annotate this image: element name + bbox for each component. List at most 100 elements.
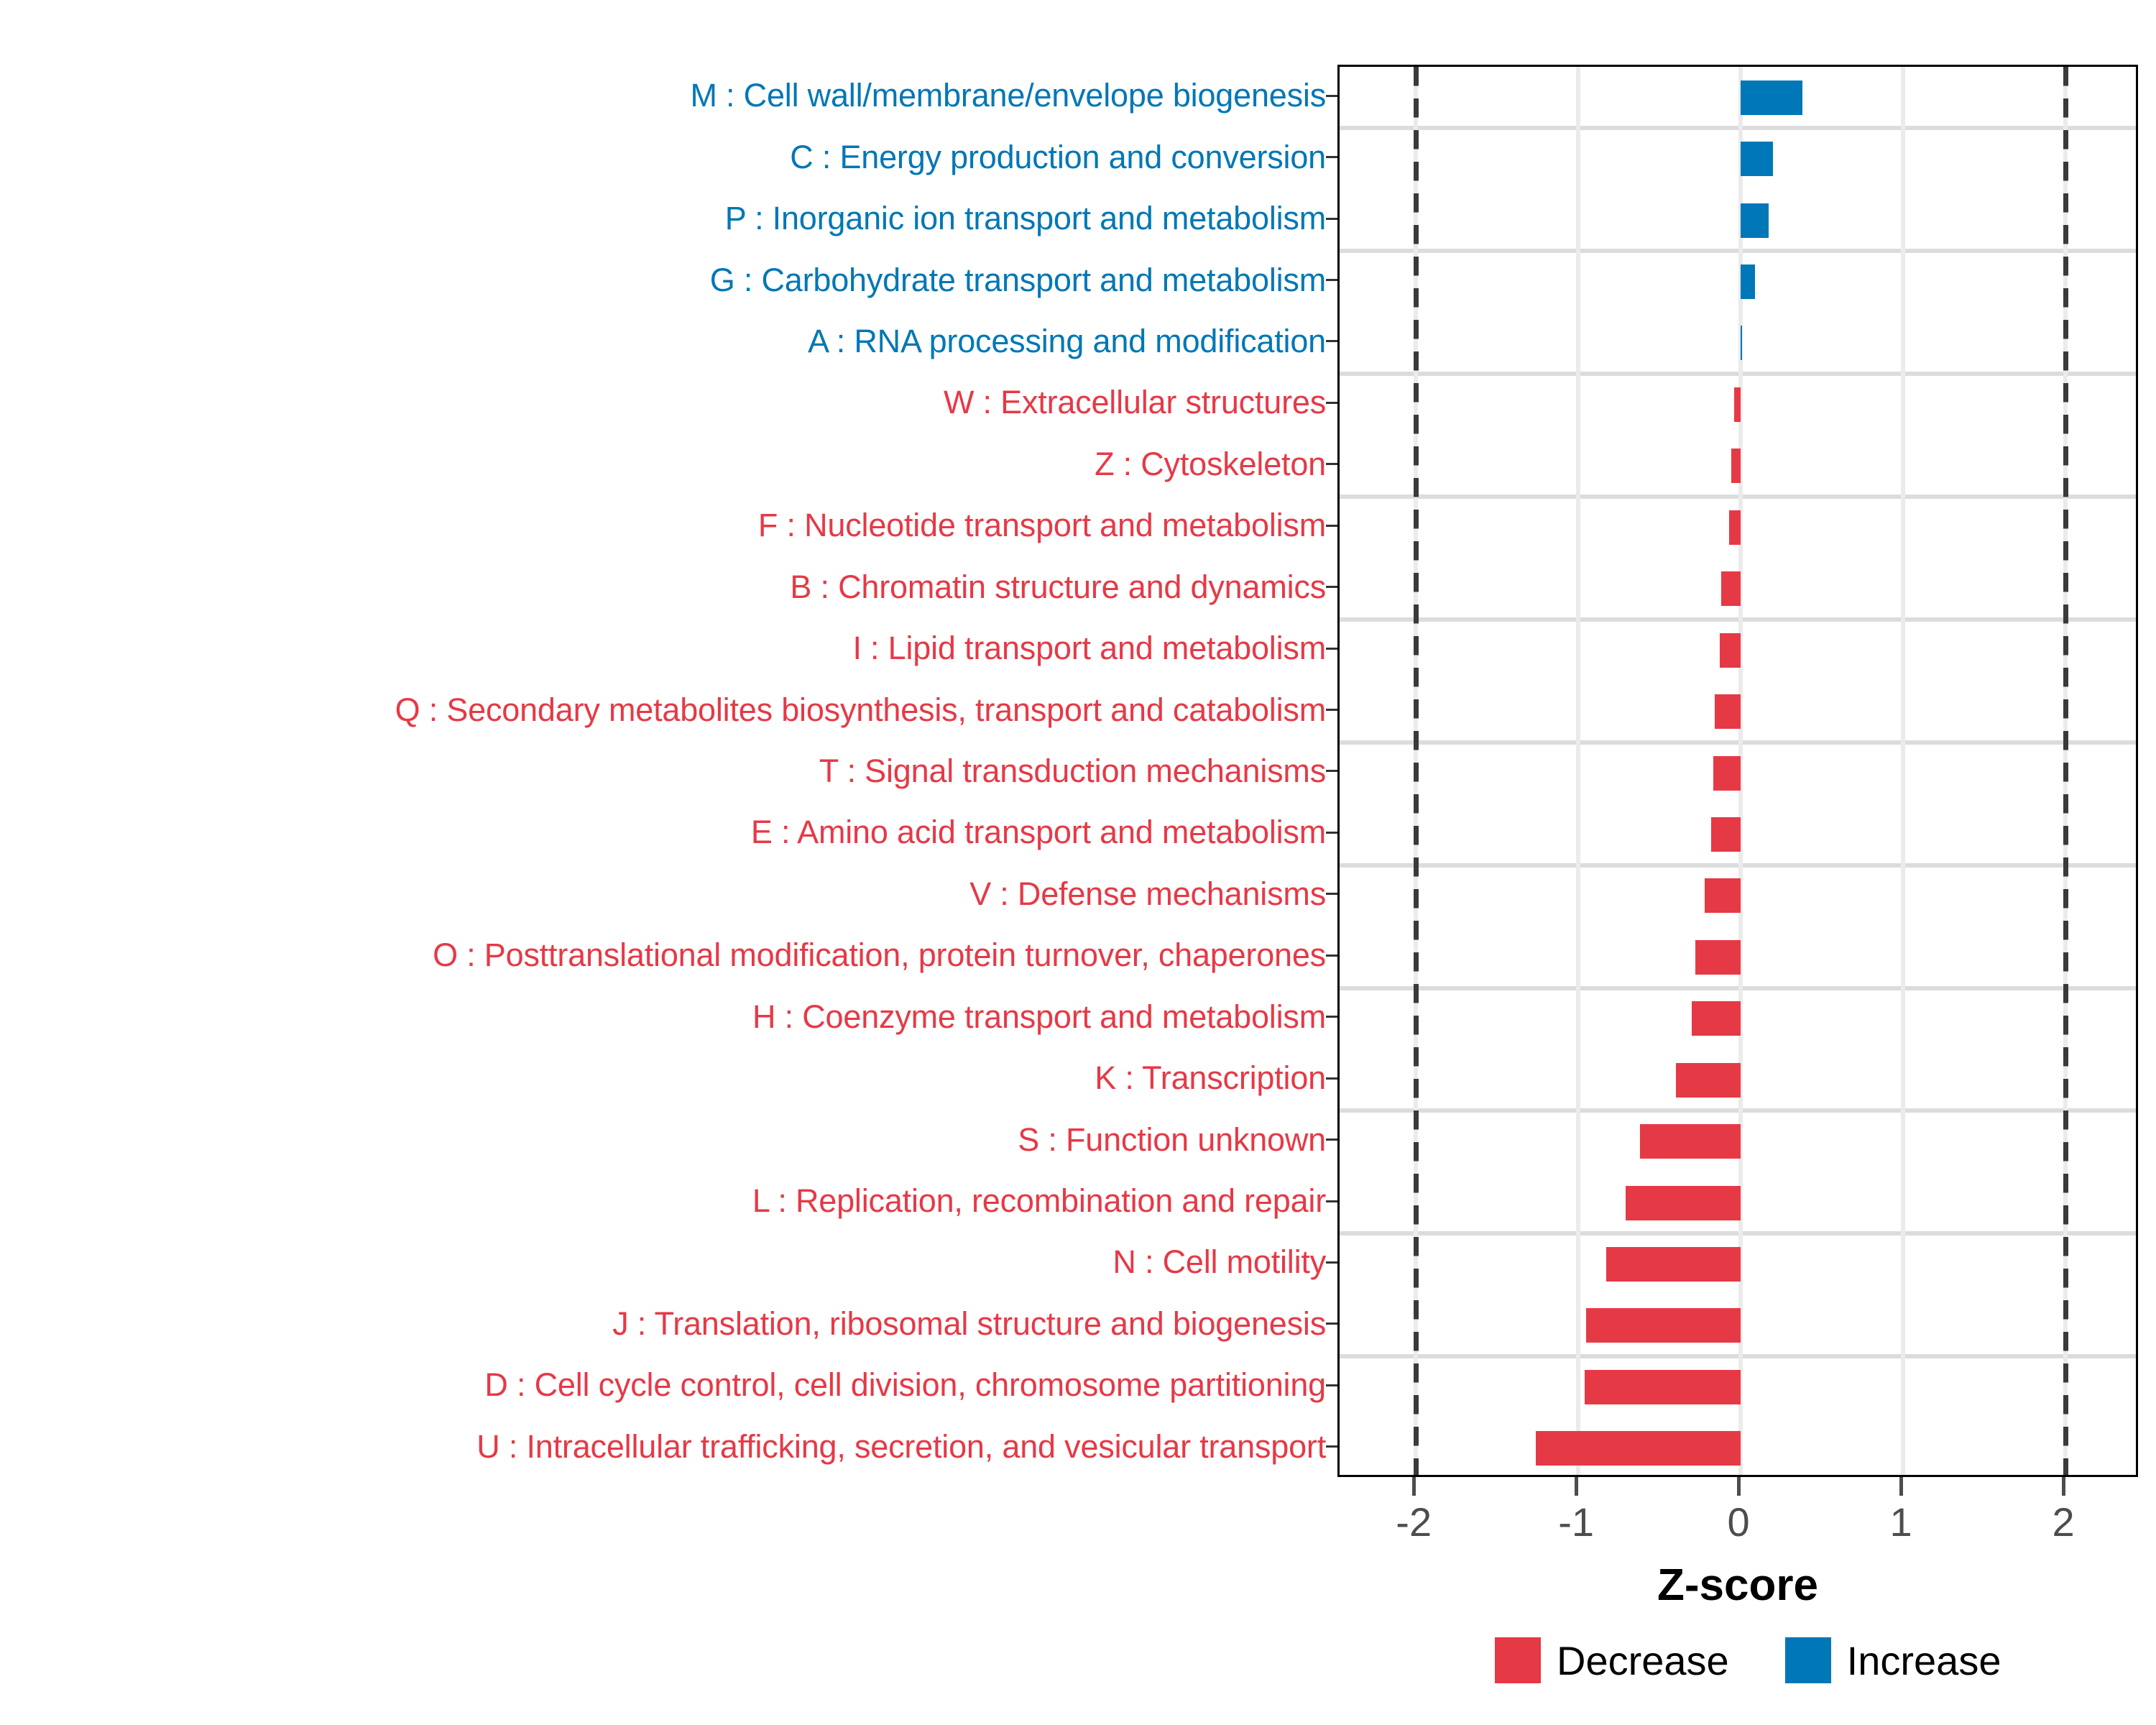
category-label: J : Translation, ribosomal structure and… bbox=[612, 1305, 1326, 1342]
category-label: K : Transcription bbox=[1095, 1059, 1326, 1097]
category-label-row: T : Signal transduction mechanisms bbox=[0, 740, 1337, 801]
category-label: Q : Secondary metabolites biosynthesis, … bbox=[395, 691, 1327, 728]
category-axis-labels: M : Cell wall/membrane/envelope biogenes… bbox=[0, 65, 1337, 1477]
category-label: A : RNA processing and modification bbox=[808, 322, 1326, 359]
category-label: P : Inorganic ion transport and metaboli… bbox=[724, 200, 1326, 237]
x-axis-tick bbox=[1575, 1477, 1579, 1496]
gridline-horizontal bbox=[1340, 1354, 2136, 1359]
x-axis-tick-label: -2 bbox=[1396, 1499, 1432, 1545]
bar[interactable] bbox=[1719, 632, 1741, 668]
category-label-row: W : Extracellular structures bbox=[0, 372, 1337, 433]
category-label-row: Z : Cytoskeleton bbox=[0, 433, 1337, 494]
category-label-row: Q : Secondary metabolites biosynthesis, … bbox=[0, 678, 1337, 740]
category-label: N : Cell motility bbox=[1112, 1243, 1326, 1281]
bar[interactable] bbox=[1585, 1369, 1741, 1404]
category-label-row: D : Cell cycle control, cell division, c… bbox=[0, 1354, 1337, 1415]
gridline-horizontal bbox=[1340, 1231, 2136, 1236]
bar[interactable] bbox=[1734, 387, 1741, 422]
category-label: E : Amino acid transport and metabolism bbox=[750, 814, 1326, 851]
category-label-row: I : Lipid transport and metabolism bbox=[0, 617, 1337, 678]
bar[interactable] bbox=[1625, 1185, 1741, 1220]
category-label: T : Signal transduction mechanisms bbox=[819, 752, 1326, 789]
bar[interactable] bbox=[1741, 80, 1802, 115]
bar[interactable] bbox=[1713, 755, 1741, 791]
bar[interactable] bbox=[1714, 694, 1741, 730]
category-label-row: V : Defense mechanisms bbox=[0, 863, 1337, 924]
y-axis-tick bbox=[1326, 217, 1337, 220]
y-axis-tick bbox=[1326, 1016, 1337, 1018]
gridline-horizontal bbox=[1340, 740, 2136, 745]
y-axis-tick bbox=[1326, 1200, 1337, 1202]
x-axis-tick-label: 0 bbox=[1727, 1499, 1750, 1545]
category-label: V : Defense mechanisms bbox=[969, 875, 1326, 912]
category-label-row: S : Function unknown bbox=[0, 1108, 1337, 1169]
category-label: I : Lipid transport and metabolism bbox=[852, 630, 1326, 667]
y-axis-tick bbox=[1326, 401, 1337, 404]
y-axis-tick bbox=[1326, 893, 1337, 896]
bar[interactable] bbox=[1741, 203, 1769, 238]
y-axis-tick bbox=[1326, 279, 1337, 281]
bar[interactable] bbox=[1675, 1062, 1741, 1098]
x-axis: -2 -1 0 1 2 bbox=[1337, 1477, 2138, 1563]
x-axis-tick bbox=[1737, 1477, 1741, 1496]
category-label: U : Intracellular trafficking, secretion… bbox=[476, 1427, 1326, 1465]
y-axis-tick bbox=[1326, 94, 1337, 97]
bar[interactable] bbox=[1692, 1001, 1741, 1036]
bar[interactable] bbox=[1711, 816, 1741, 852]
bar[interactable] bbox=[1729, 510, 1741, 545]
bar[interactable] bbox=[1586, 1308, 1741, 1343]
bar[interactable] bbox=[1741, 142, 1774, 177]
legend-item[interactable]: Decrease bbox=[1495, 1637, 1785, 1684]
category-label-row: J : Translation, ribosomal structure and… bbox=[0, 1293, 1337, 1354]
category-label-row: H : Coenzyme transport and metabolism bbox=[0, 986, 1337, 1047]
gridline-horizontal bbox=[1340, 862, 2136, 868]
gridline-horizontal bbox=[1340, 126, 2136, 131]
y-axis-tick bbox=[1326, 1322, 1337, 1325]
bar[interactable] bbox=[1741, 326, 1743, 361]
legend-label: Increase bbox=[1846, 1637, 2001, 1683]
category-label-row: U : Intracellular trafficking, secretion… bbox=[0, 1416, 1337, 1477]
category-label: C : Energy production and conversion bbox=[790, 138, 1326, 175]
bar[interactable] bbox=[1695, 939, 1741, 975]
x-axis-tick-label: 2 bbox=[2052, 1499, 2075, 1545]
y-axis-tick bbox=[1326, 831, 1337, 834]
x-axis-tick bbox=[1412, 1477, 1416, 1496]
gridline-horizontal bbox=[1340, 617, 2136, 622]
reference-line-dashed bbox=[1414, 67, 1419, 1475]
category-label: W : Extracellular structures bbox=[943, 384, 1326, 421]
category-label-row: C : Energy production and conversion bbox=[0, 126, 1337, 187]
bar[interactable] bbox=[1705, 878, 1741, 914]
gridline-horizontal bbox=[1340, 249, 2136, 254]
x-axis-tick-label: 1 bbox=[1889, 1499, 1912, 1545]
category-label-row: P : Inorganic ion transport and metaboli… bbox=[0, 188, 1337, 249]
plot-panel bbox=[1337, 65, 2138, 1477]
category-label: H : Coenzyme transport and metabolism bbox=[752, 998, 1326, 1035]
bar[interactable] bbox=[1536, 1431, 1741, 1466]
y-axis-tick bbox=[1326, 340, 1337, 343]
reference-line-dashed bbox=[2063, 67, 2069, 1475]
category-label: S : Function unknown bbox=[1018, 1121, 1326, 1158]
bar[interactable] bbox=[1731, 448, 1741, 484]
category-label: B : Chromatin structure and dynamics bbox=[790, 568, 1326, 605]
bar[interactable] bbox=[1721, 571, 1741, 607]
y-axis-tick bbox=[1326, 954, 1337, 957]
category-label: O : Posttranslational modification, prot… bbox=[433, 937, 1326, 974]
y-axis-tick bbox=[1326, 647, 1337, 650]
y-axis-tick bbox=[1326, 709, 1337, 712]
category-label: D : Cell cycle control, cell division, c… bbox=[484, 1366, 1326, 1404]
category-label-row: M : Cell wall/membrane/envelope biogenes… bbox=[0, 65, 1337, 126]
category-label-row: E : Amino acid transport and metabolism bbox=[0, 801, 1337, 862]
category-label: Z : Cytoskeleton bbox=[1095, 445, 1326, 482]
y-axis-tick bbox=[1326, 463, 1337, 466]
gridline-vertical bbox=[1576, 67, 1581, 1475]
category-label-row: B : Chromatin structure and dynamics bbox=[0, 556, 1337, 617]
category-label-row: N : Cell motility bbox=[0, 1231, 1337, 1292]
gridline-horizontal bbox=[1340, 494, 2136, 500]
legend-item[interactable]: Increase bbox=[1784, 1637, 2058, 1684]
category-label: F : Nucleotide transport and metabolism bbox=[757, 507, 1326, 544]
bar[interactable] bbox=[1741, 264, 1756, 300]
bar[interactable] bbox=[1640, 1124, 1741, 1159]
y-axis-tick bbox=[1326, 770, 1337, 773]
bar[interactable] bbox=[1606, 1246, 1741, 1282]
